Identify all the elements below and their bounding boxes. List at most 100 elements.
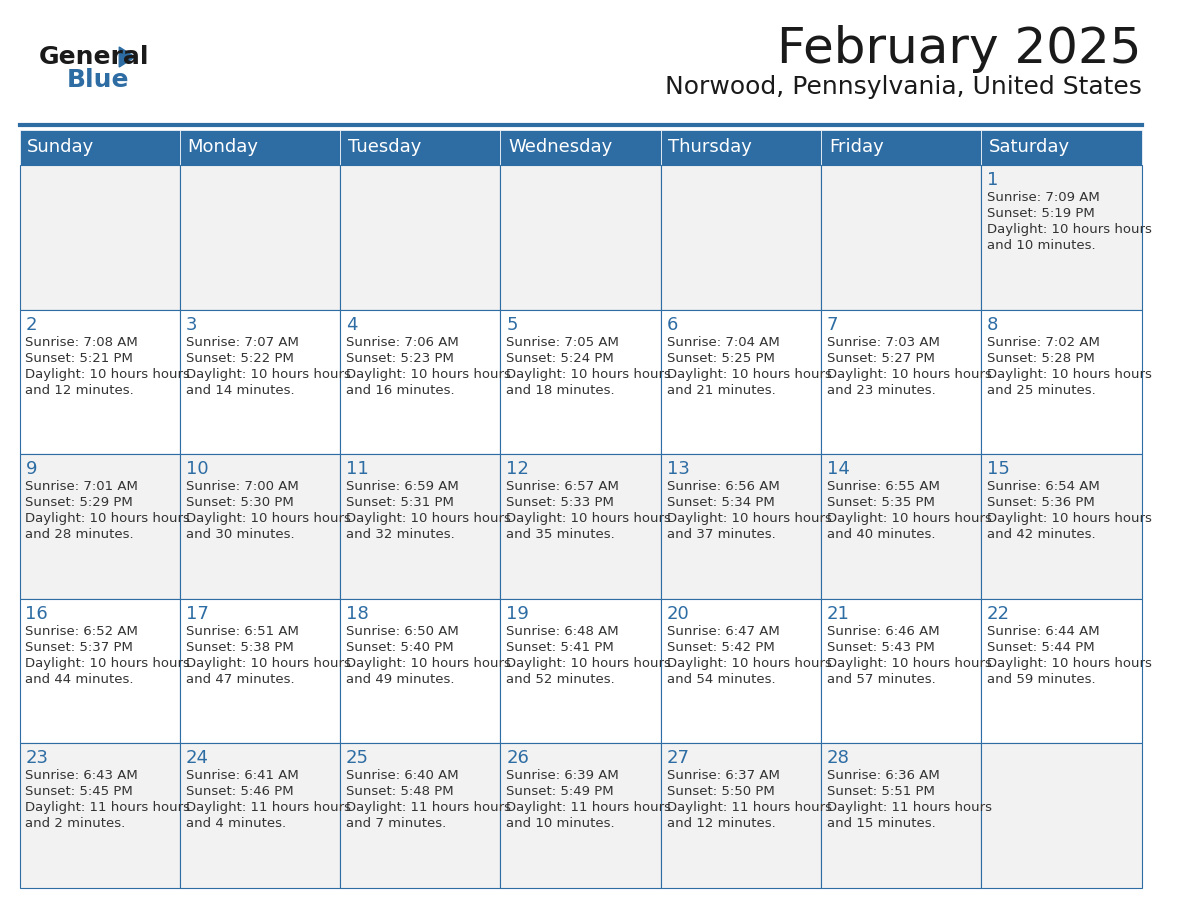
- Text: 8: 8: [987, 316, 998, 333]
- Text: Daylight: 10 hours hours: Daylight: 10 hours hours: [987, 512, 1152, 525]
- Text: and 54 minutes.: and 54 minutes.: [666, 673, 775, 686]
- Text: February 2025: February 2025: [777, 25, 1142, 73]
- Text: Sunset: 5:42 PM: Sunset: 5:42 PM: [666, 641, 775, 654]
- Text: Sunset: 5:27 PM: Sunset: 5:27 PM: [827, 352, 935, 364]
- Text: 18: 18: [346, 605, 368, 622]
- Text: 25: 25: [346, 749, 369, 767]
- Text: and 16 minutes.: and 16 minutes.: [346, 384, 455, 397]
- Text: Sunset: 5:19 PM: Sunset: 5:19 PM: [987, 207, 1095, 220]
- Text: 28: 28: [827, 749, 849, 767]
- Bar: [661, 599, 821, 744]
- Text: Sunset: 5:41 PM: Sunset: 5:41 PM: [506, 641, 614, 654]
- Text: Sunset: 5:38 PM: Sunset: 5:38 PM: [185, 641, 293, 654]
- Text: 26: 26: [506, 749, 529, 767]
- Bar: [179, 165, 340, 309]
- Text: 3: 3: [185, 316, 197, 333]
- Text: Daylight: 10 hours hours: Daylight: 10 hours hours: [987, 223, 1152, 236]
- Text: Daylight: 10 hours hours: Daylight: 10 hours hours: [987, 367, 1152, 381]
- Text: Blue: Blue: [67, 68, 129, 92]
- Text: Daylight: 10 hours hours: Daylight: 10 hours hours: [346, 367, 511, 381]
- Text: Sunset: 5:23 PM: Sunset: 5:23 PM: [346, 352, 454, 364]
- Text: Sunrise: 6:37 AM: Sunrise: 6:37 AM: [666, 769, 779, 782]
- Text: Sunrise: 7:09 AM: Sunrise: 7:09 AM: [987, 191, 1100, 204]
- Text: Sunset: 5:51 PM: Sunset: 5:51 PM: [827, 786, 935, 799]
- Bar: [179, 130, 340, 165]
- Bar: [500, 454, 661, 599]
- Text: Monday: Monday: [188, 139, 259, 156]
- Text: Sunrise: 6:51 AM: Sunrise: 6:51 AM: [185, 625, 298, 638]
- Text: Sunrise: 6:39 AM: Sunrise: 6:39 AM: [506, 769, 619, 782]
- Text: Sunset: 5:29 PM: Sunset: 5:29 PM: [25, 497, 133, 509]
- Text: Daylight: 10 hours hours: Daylight: 10 hours hours: [185, 367, 350, 381]
- Text: Sunset: 5:21 PM: Sunset: 5:21 PM: [25, 352, 133, 364]
- Text: 2: 2: [25, 316, 37, 333]
- Text: General: General: [39, 45, 150, 69]
- Bar: [821, 744, 981, 888]
- Text: Sunset: 5:37 PM: Sunset: 5:37 PM: [25, 641, 133, 654]
- Text: and 57 minutes.: and 57 minutes.: [827, 673, 936, 686]
- Bar: [821, 130, 981, 165]
- Text: and 59 minutes.: and 59 minutes.: [987, 673, 1095, 686]
- Text: Sunset: 5:35 PM: Sunset: 5:35 PM: [827, 497, 935, 509]
- Bar: [179, 744, 340, 888]
- Text: and 12 minutes.: and 12 minutes.: [25, 384, 134, 397]
- Text: Sunrise: 6:56 AM: Sunrise: 6:56 AM: [666, 480, 779, 493]
- Text: Norwood, Pennsylvania, United States: Norwood, Pennsylvania, United States: [664, 75, 1142, 99]
- Text: Daylight: 10 hours hours: Daylight: 10 hours hours: [827, 656, 992, 670]
- Text: 14: 14: [827, 460, 849, 478]
- Text: Sunset: 5:24 PM: Sunset: 5:24 PM: [506, 352, 614, 364]
- Text: and 14 minutes.: and 14 minutes.: [185, 384, 295, 397]
- Bar: [981, 165, 1142, 309]
- Text: 12: 12: [506, 460, 529, 478]
- Text: Daylight: 10 hours hours: Daylight: 10 hours hours: [506, 367, 671, 381]
- Text: Sunset: 5:33 PM: Sunset: 5:33 PM: [506, 497, 614, 509]
- Bar: [19, 165, 179, 309]
- Bar: [981, 309, 1142, 454]
- Text: Sunset: 5:44 PM: Sunset: 5:44 PM: [987, 641, 1094, 654]
- Text: Sunrise: 6:59 AM: Sunrise: 6:59 AM: [346, 480, 459, 493]
- Text: Sunrise: 7:05 AM: Sunrise: 7:05 AM: [506, 336, 619, 349]
- Text: 16: 16: [25, 605, 49, 622]
- Text: Daylight: 10 hours hours: Daylight: 10 hours hours: [666, 656, 832, 670]
- Text: and 2 minutes.: and 2 minutes.: [25, 817, 126, 831]
- Bar: [821, 454, 981, 599]
- Text: Sunset: 5:43 PM: Sunset: 5:43 PM: [827, 641, 935, 654]
- Text: 9: 9: [25, 460, 37, 478]
- Text: and 21 minutes.: and 21 minutes.: [666, 384, 776, 397]
- Bar: [821, 309, 981, 454]
- Text: Sunset: 5:40 PM: Sunset: 5:40 PM: [346, 641, 454, 654]
- Bar: [19, 599, 179, 744]
- Text: Sunrise: 6:57 AM: Sunrise: 6:57 AM: [506, 480, 619, 493]
- Text: Sunset: 5:31 PM: Sunset: 5:31 PM: [346, 497, 454, 509]
- Text: 27: 27: [666, 749, 689, 767]
- Bar: [179, 599, 340, 744]
- Text: Saturday: Saturday: [990, 139, 1070, 156]
- Text: Sunset: 5:34 PM: Sunset: 5:34 PM: [666, 497, 775, 509]
- Text: and 4 minutes.: and 4 minutes.: [185, 817, 286, 831]
- Text: and 32 minutes.: and 32 minutes.: [346, 528, 455, 542]
- Bar: [821, 599, 981, 744]
- Text: Sunset: 5:28 PM: Sunset: 5:28 PM: [987, 352, 1095, 364]
- Bar: [661, 130, 821, 165]
- Text: Daylight: 10 hours hours: Daylight: 10 hours hours: [185, 512, 350, 525]
- Text: Sunrise: 6:54 AM: Sunrise: 6:54 AM: [987, 480, 1100, 493]
- Text: Sunrise: 6:47 AM: Sunrise: 6:47 AM: [666, 625, 779, 638]
- Text: Daylight: 10 hours hours: Daylight: 10 hours hours: [506, 656, 671, 670]
- Text: Daylight: 10 hours hours: Daylight: 10 hours hours: [987, 656, 1152, 670]
- Text: Sunrise: 7:06 AM: Sunrise: 7:06 AM: [346, 336, 459, 349]
- Text: and 10 minutes.: and 10 minutes.: [506, 817, 615, 831]
- Text: 22: 22: [987, 605, 1010, 622]
- Text: Sunset: 5:50 PM: Sunset: 5:50 PM: [666, 786, 775, 799]
- Text: Sunrise: 7:07 AM: Sunrise: 7:07 AM: [185, 336, 298, 349]
- Bar: [500, 599, 661, 744]
- Text: 17: 17: [185, 605, 209, 622]
- Bar: [981, 744, 1142, 888]
- Text: Sunrise: 7:01 AM: Sunrise: 7:01 AM: [25, 480, 138, 493]
- Text: Sunset: 5:30 PM: Sunset: 5:30 PM: [185, 497, 293, 509]
- Text: Daylight: 10 hours hours: Daylight: 10 hours hours: [506, 512, 671, 525]
- Bar: [661, 165, 821, 309]
- Bar: [340, 130, 500, 165]
- Text: Daylight: 11 hours hours: Daylight: 11 hours hours: [346, 801, 511, 814]
- Text: Sunset: 5:49 PM: Sunset: 5:49 PM: [506, 786, 614, 799]
- Bar: [19, 744, 179, 888]
